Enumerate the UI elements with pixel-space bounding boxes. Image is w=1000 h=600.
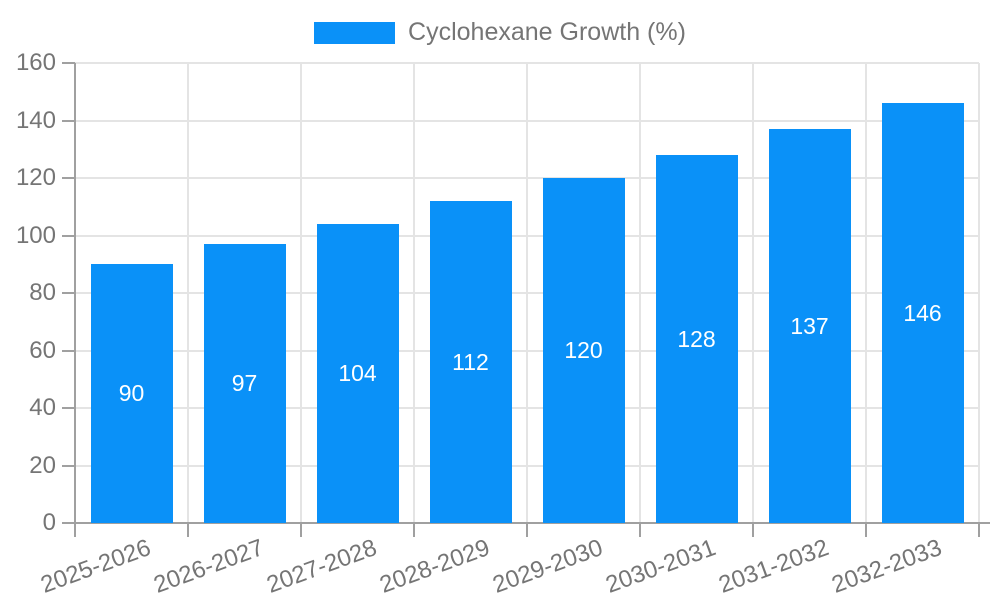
y-tick-label: 160 xyxy=(15,49,56,76)
bar-value-label: 112 xyxy=(452,348,489,375)
x-tick-mark xyxy=(978,523,980,537)
x-gridline xyxy=(187,63,189,523)
x-tick-mark xyxy=(526,523,528,537)
y-tick-mark xyxy=(62,119,75,122)
x-tick-mark xyxy=(300,523,302,537)
x-gridline xyxy=(639,63,641,523)
x-tick-mark xyxy=(752,523,754,537)
y-tick-label: 120 xyxy=(15,164,56,191)
legend-item-cyclohexane[interactable]: Cyclohexane Growth (%) xyxy=(314,20,686,45)
y-tick-label: 20 xyxy=(29,451,56,479)
bar-value-label: 104 xyxy=(338,360,377,386)
x-gridline xyxy=(526,63,528,523)
x-gridline xyxy=(978,63,980,523)
y-tick-mark xyxy=(62,177,75,179)
y-tick-mark xyxy=(62,464,75,467)
y-tick-mark xyxy=(62,349,75,352)
bar[interactable]: 146 xyxy=(881,103,964,523)
bar[interactable]: 112 xyxy=(429,201,512,523)
legend: Cyclohexane Growth (%) xyxy=(0,20,1000,45)
x-gridline xyxy=(413,63,415,523)
bar[interactable]: 120 xyxy=(542,178,625,523)
y-tick-mark xyxy=(62,234,75,237)
bar-value-label: 128 xyxy=(677,325,716,352)
y-tick-label: 100 xyxy=(15,221,56,249)
y-tick-mark xyxy=(62,522,75,524)
x-gridline xyxy=(300,63,302,523)
x-tick-label: 2026-2027 xyxy=(149,534,268,599)
x-tick-label: 2032-2033 xyxy=(827,534,946,599)
x-tick-mark xyxy=(865,523,867,537)
bar[interactable]: 104 xyxy=(316,224,399,523)
x-gridline xyxy=(865,63,867,523)
x-gridline xyxy=(752,63,754,523)
x-tick-label: 2027-2028 xyxy=(262,534,381,599)
x-tick-mark xyxy=(74,523,76,537)
bar[interactable]: 128 xyxy=(655,155,738,523)
bar-value-label: 90 xyxy=(118,380,145,407)
x-tick-mark xyxy=(187,523,189,537)
bar-value-label: 120 xyxy=(564,337,603,363)
bar[interactable]: 137 xyxy=(768,129,851,523)
bar-value-label: 146 xyxy=(903,299,942,326)
bar-value-label: 97 xyxy=(231,370,258,397)
bar[interactable]: 97 xyxy=(203,244,286,523)
y-tick-label: 140 xyxy=(15,106,56,134)
x-tick-mark xyxy=(413,523,415,537)
bar-value-label: 137 xyxy=(790,312,829,339)
y-axis-line xyxy=(74,63,76,524)
y-tick-mark xyxy=(62,62,75,64)
x-tick-label: 2030-2031 xyxy=(601,534,720,599)
y-tick-label: 60 xyxy=(29,336,56,364)
y-tick-mark xyxy=(62,407,75,409)
x-tick-label: 2029-2030 xyxy=(488,534,607,599)
y-tick-label: 0 xyxy=(42,509,56,536)
bar[interactable]: 90 xyxy=(90,264,173,523)
x-tick-label: 2031-2032 xyxy=(714,534,833,599)
x-tick-mark xyxy=(639,523,641,537)
legend-swatch-icon xyxy=(314,21,396,44)
y-tick-mark xyxy=(62,292,75,294)
y-tick-label: 40 xyxy=(29,394,56,421)
x-axis-line xyxy=(74,522,990,524)
y-tick-label: 80 xyxy=(29,279,56,306)
legend-label: Cyclohexane Growth (%) xyxy=(408,18,686,46)
x-tick-label: 2028-2029 xyxy=(375,534,494,599)
x-tick-label: 2025-2026 xyxy=(36,534,155,599)
